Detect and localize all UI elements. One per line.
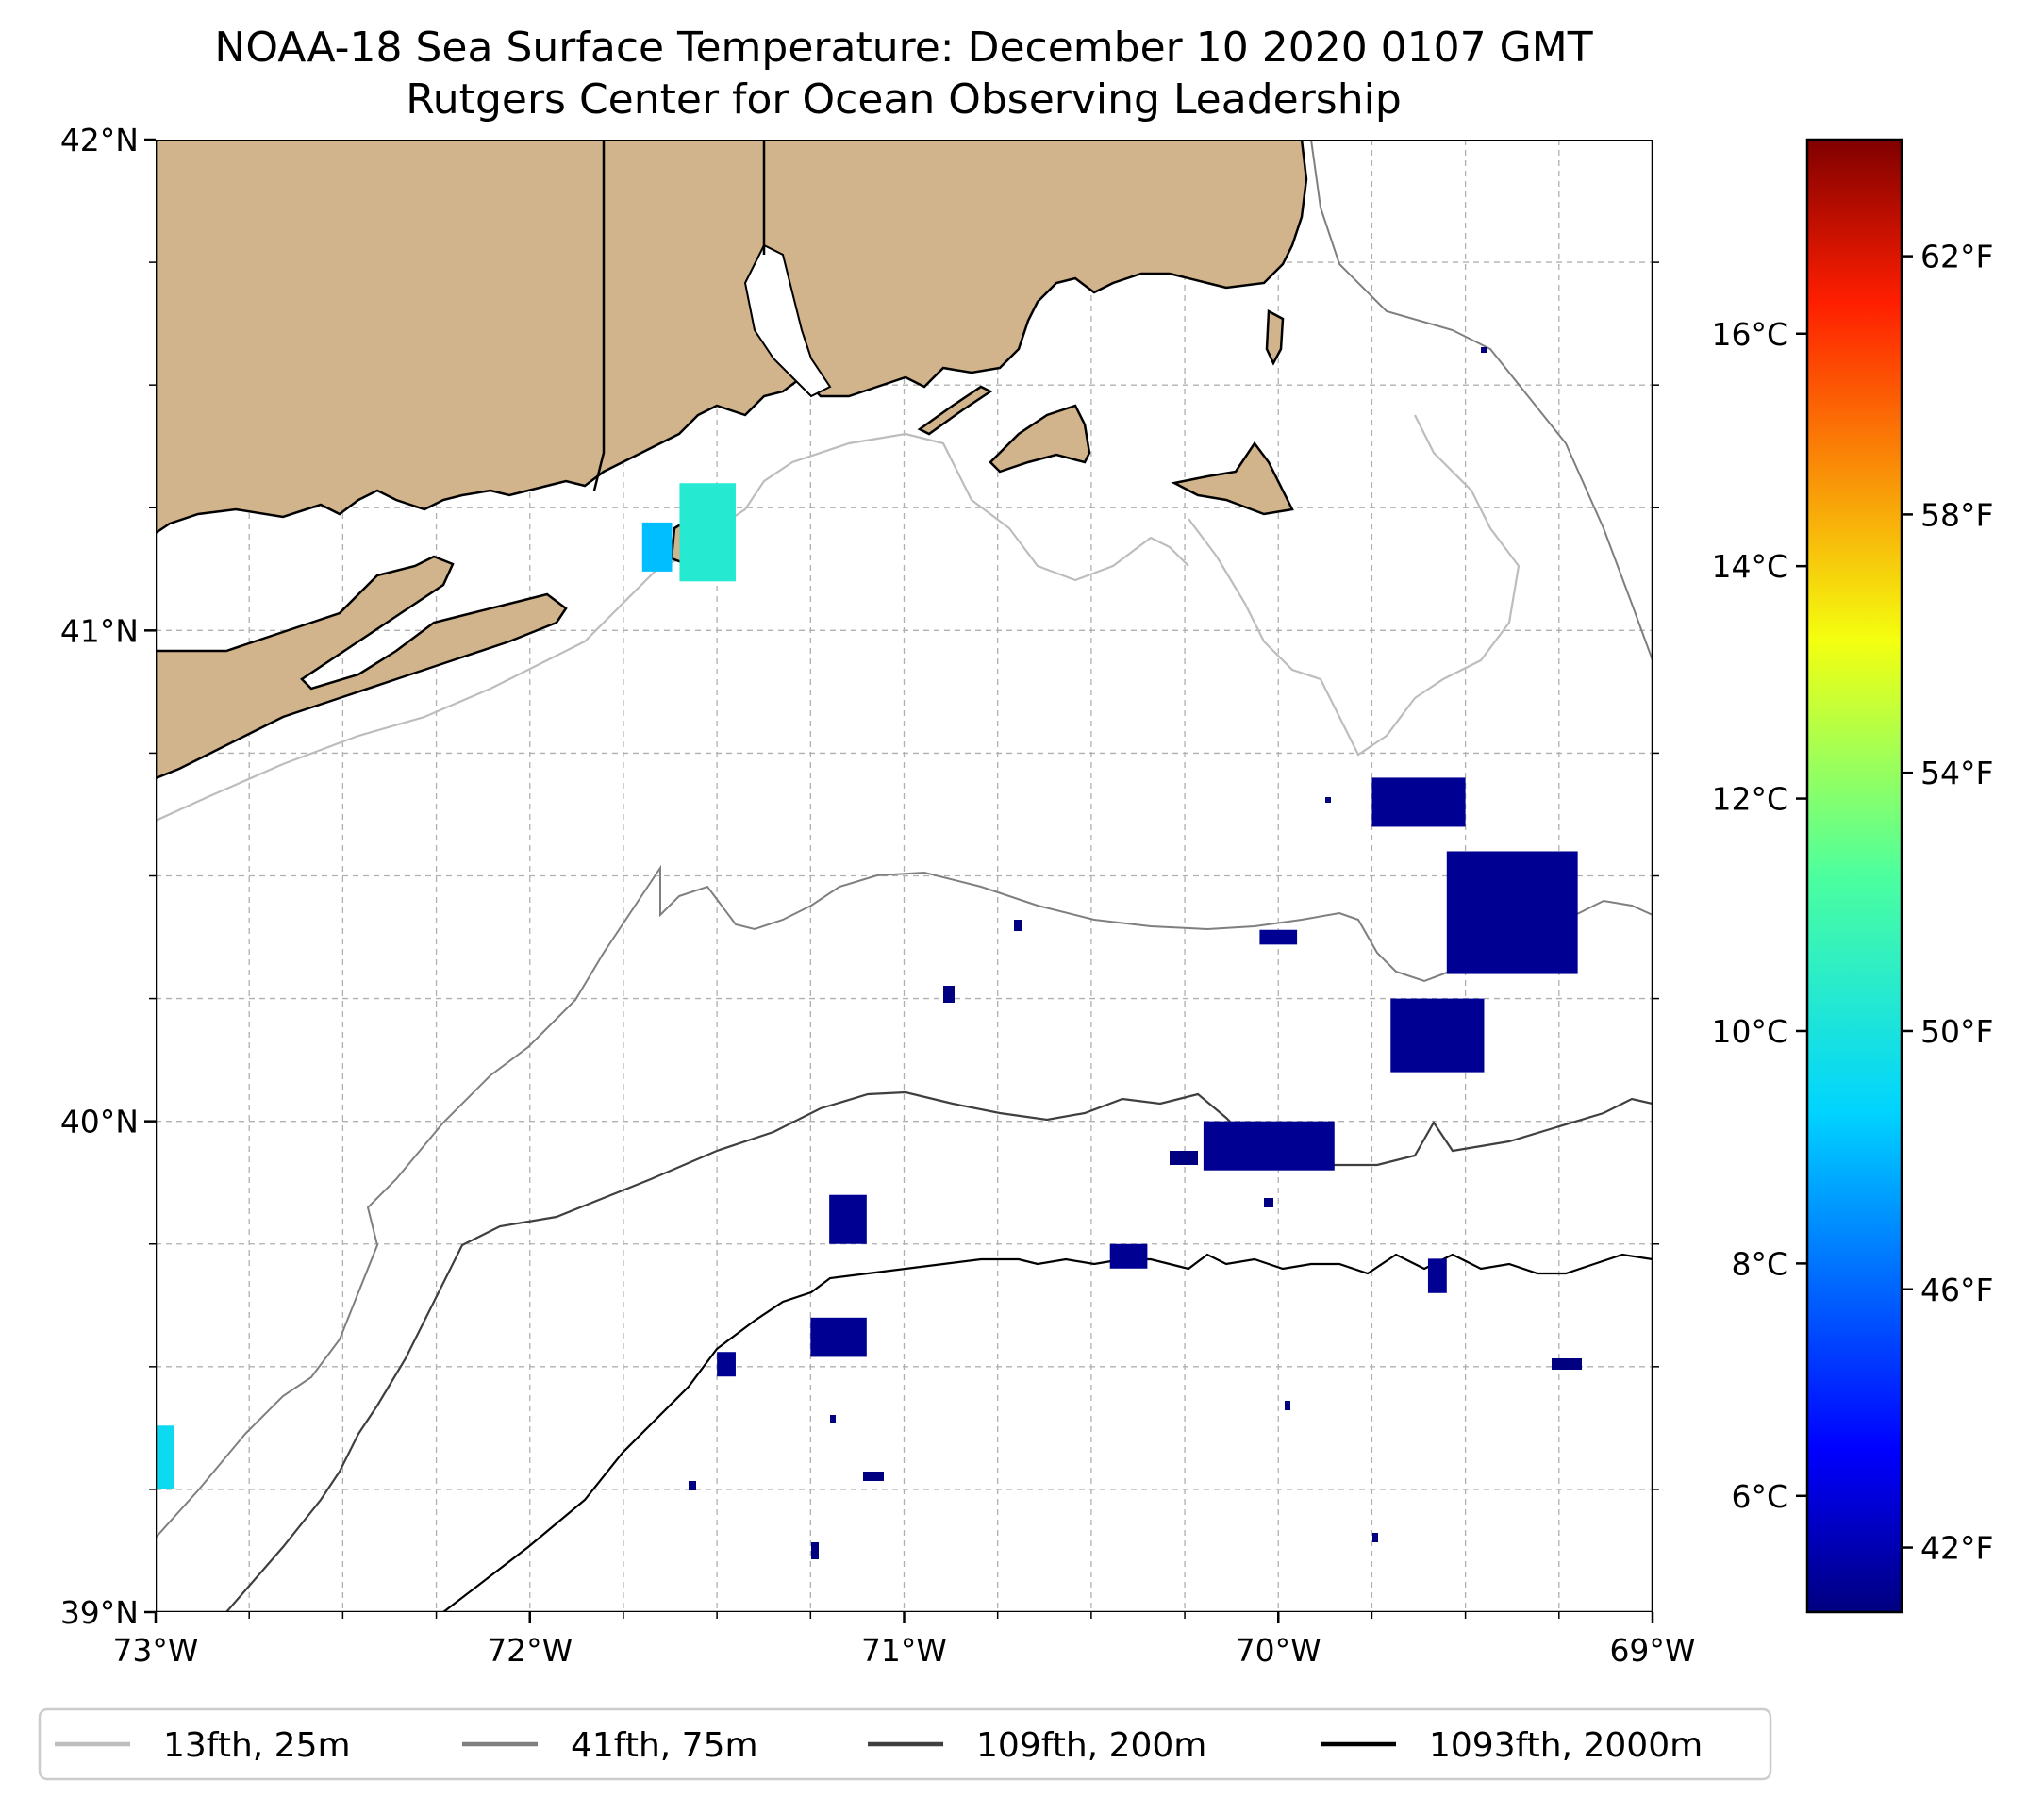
land-monomoy xyxy=(1265,308,1285,366)
gridlines xyxy=(156,140,1653,1612)
warm-patch-2 xyxy=(641,522,673,572)
sst-speckle xyxy=(1264,1198,1273,1207)
colorbar-fahrenheit-label: 50°F xyxy=(1920,1013,1993,1050)
cold-patch-7 xyxy=(1427,1258,1447,1293)
sst-speckle xyxy=(943,986,955,1003)
cold-patch-2 xyxy=(1446,851,1578,974)
sst-speckle xyxy=(863,1472,884,1481)
land-elizabeth-islands xyxy=(917,385,993,436)
sst-data-layer xyxy=(156,483,1578,1489)
isobath-legend: 13fth, 25m 41fth, 75m 109fth, 200m 1093fth,… xyxy=(38,1707,1772,1781)
isobath-25m-shelf xyxy=(156,432,1189,823)
sst-speckle xyxy=(1170,1151,1198,1165)
x-tick-label: 72°W xyxy=(487,1632,573,1669)
state-border-ny-ct xyxy=(592,140,606,491)
sst-speckle xyxy=(1285,1401,1290,1410)
cold-patch-10 xyxy=(1259,929,1298,945)
colorbar-fahrenheit-label: 42°F xyxy=(1920,1530,1993,1567)
narragansett-bay xyxy=(743,243,832,398)
colorbar-celsius-label: 6°C xyxy=(1731,1478,1788,1515)
sst-speckle xyxy=(1481,347,1487,353)
x-tick-label: 69°W xyxy=(1609,1632,1695,1669)
colorbar-celsius-label: 16°C xyxy=(1711,316,1788,353)
sst-speckle xyxy=(1014,920,1022,931)
colorbar-fahrenheit-label: 54°F xyxy=(1920,755,1993,791)
warm-patch-3 xyxy=(156,1425,174,1489)
sst-speckles xyxy=(689,347,1582,1559)
sst-speckle xyxy=(1372,1533,1378,1542)
land-marthas-vineyard xyxy=(989,404,1091,474)
isobath-200m xyxy=(225,1090,1653,1612)
colorbar-celsius-label: 8°C xyxy=(1731,1245,1788,1282)
land-nantucket xyxy=(1171,441,1294,516)
sst-speckle xyxy=(830,1415,836,1423)
cold-patch-1 xyxy=(1371,777,1466,827)
legend-label: 109fth, 200m xyxy=(976,1726,1206,1765)
cold-patch-3 xyxy=(1390,998,1485,1073)
land-southern-new-england xyxy=(156,140,1308,535)
legend-items: 13fth, 25m 41fth, 75m 109fth, 200m 1093fth,… xyxy=(55,1726,1703,1765)
isobath-75m xyxy=(156,864,1653,1539)
map-axes: 73°W 72°W 71°W 70°W 69°W 39°N 40°N 41°N 42°N xyxy=(60,122,1696,1669)
colorbar-celsius-label: 12°C xyxy=(1711,781,1788,818)
legend-label: 1093fth, 2000m xyxy=(1429,1726,1703,1765)
x-tick-label: 71°W xyxy=(861,1632,947,1669)
colorbar-ticks: 6°C 8°C 10°C 12°C 14°C 16°C 42°F 46°F 50°F 54°F 58… xyxy=(1711,239,1993,1567)
y-tick-label: 42°N xyxy=(60,122,139,158)
cold-patch-9 xyxy=(717,1352,736,1377)
cold-patch-6 xyxy=(1109,1243,1148,1269)
sst-speckle xyxy=(1552,1358,1582,1370)
colorbar-fahrenheit-label: 58°F xyxy=(1920,496,1993,533)
y-tick-label: 41°N xyxy=(60,612,139,649)
isobath-25m-nantucket xyxy=(1188,414,1521,757)
legend-label: 13fth, 25m xyxy=(163,1726,351,1765)
sst-speckle xyxy=(811,1542,819,1559)
land-long-island xyxy=(156,555,568,780)
x-tick-label: 73°W xyxy=(112,1632,198,1669)
title-line-2: Rutgers Center for Ocean Observing Leade… xyxy=(406,75,1402,124)
colorbar: 6°C 8°C 10°C 12°C 14°C 16°C 42°F 46°F 50°F 54°F 58… xyxy=(1711,138,1993,1614)
colorbar-fahrenheit-label: 46°F xyxy=(1920,1272,1993,1308)
colorbar-fahrenheit-label: 62°F xyxy=(1920,239,1993,275)
sst-speckle xyxy=(1325,797,1331,803)
isobath-75m-north xyxy=(1310,140,1653,661)
cold-patch-5 xyxy=(829,1194,867,1244)
x-tick-label: 70°W xyxy=(1236,1632,1321,1669)
title-line-1: NOAA-18 Sea Surface Temperature: Decembe… xyxy=(214,24,1592,72)
colorbar-celsius-label: 10°C xyxy=(1711,1013,1788,1050)
warm-patch-1 xyxy=(679,483,736,582)
y-tick-label: 39°N xyxy=(60,1594,139,1631)
colorbar-gradient xyxy=(1805,138,1903,1614)
y-tick-label: 40°N xyxy=(60,1104,139,1140)
legend-label: 41fth, 75m xyxy=(571,1726,758,1765)
cold-patch-8 xyxy=(810,1317,867,1357)
colorbar-celsius-label: 14°C xyxy=(1711,548,1788,585)
sst-speckle xyxy=(689,1481,696,1490)
cold-patch-4 xyxy=(1203,1121,1335,1171)
map-panel xyxy=(156,140,1653,1612)
